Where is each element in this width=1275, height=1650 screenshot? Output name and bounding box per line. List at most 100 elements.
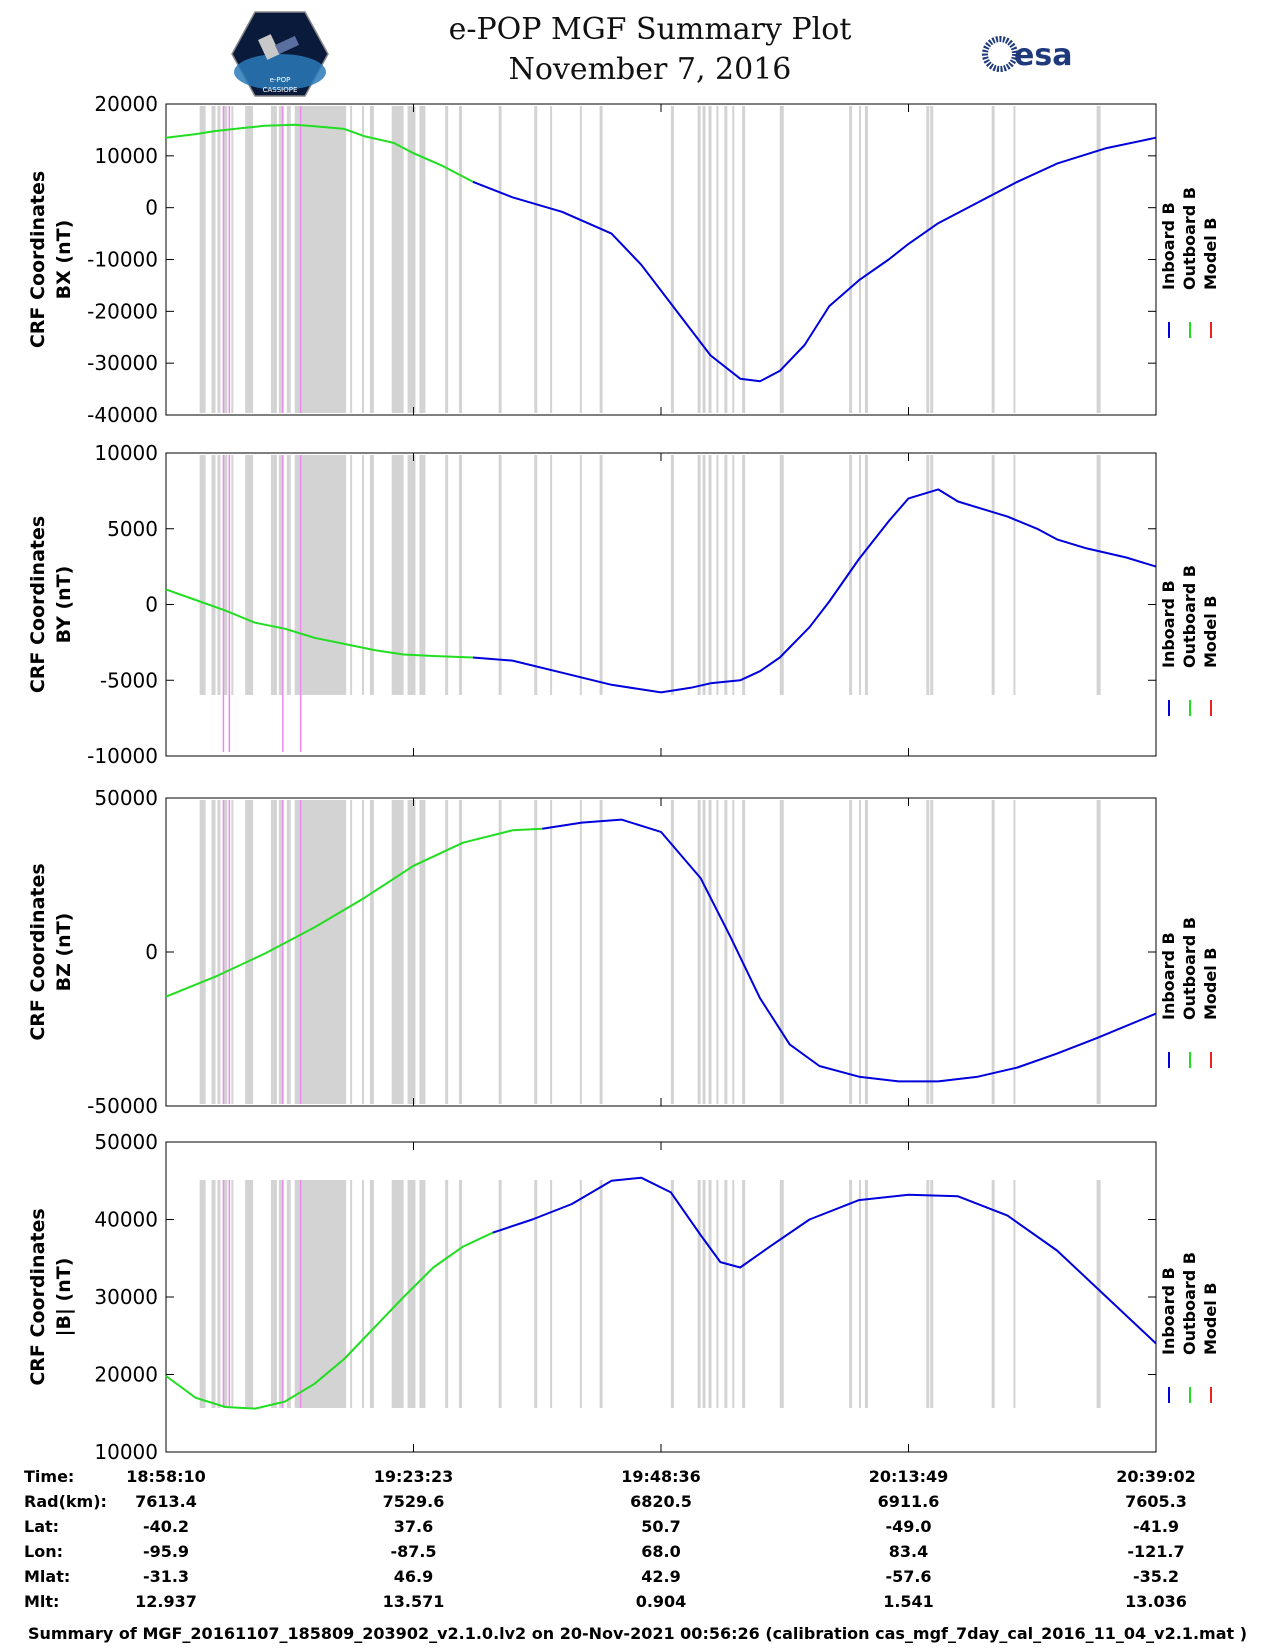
series-line-inboard-b xyxy=(472,488,1157,694)
y-tick-label: 10000 xyxy=(94,441,158,465)
ephemeris-cell: 37.6 xyxy=(393,1517,434,1536)
flag-band xyxy=(217,800,221,1104)
legend-label: Inboard B xyxy=(1159,1267,1178,1355)
flag-band xyxy=(550,455,553,695)
flag-band xyxy=(579,106,582,413)
flag-band xyxy=(991,455,995,695)
flag-band xyxy=(930,455,934,695)
panel-3: 50000 0 -50000 CRF Coordinates BZ (nT) Inboar… xyxy=(27,786,1220,1118)
flag-band xyxy=(926,1180,930,1408)
ephemeris-cell: 19:23:23 xyxy=(373,1467,454,1486)
legend-label: Outboard B xyxy=(1180,565,1199,668)
flag-band xyxy=(859,1180,861,1408)
flag-band xyxy=(350,1180,353,1408)
flag-band xyxy=(223,455,228,695)
ephemeris-cell: 42.9 xyxy=(641,1567,681,1586)
series-line-outboard-b xyxy=(165,588,473,659)
ephemeris-cell: -87.5 xyxy=(390,1542,437,1561)
y-tick-label: 40000 xyxy=(94,1208,158,1232)
series-line-outboard-b xyxy=(165,123,474,183)
flag-band xyxy=(697,1180,701,1408)
flag-band xyxy=(498,455,502,695)
ephemeris-cell: -121.7 xyxy=(1127,1542,1185,1561)
flag-band xyxy=(278,800,283,1104)
ephemeris-cell: 0.904 xyxy=(635,1592,687,1611)
flag-band xyxy=(294,106,347,413)
flag-band xyxy=(407,455,416,695)
flag-band xyxy=(391,1180,404,1408)
flag-band xyxy=(779,455,784,695)
flag-band xyxy=(459,800,463,1104)
y-axis-label-line2: BY (nT) xyxy=(53,566,75,644)
flag-band xyxy=(286,1180,291,1408)
flag-band xyxy=(724,800,728,1104)
flag-band xyxy=(724,106,728,413)
esa-logo-text: esa xyxy=(1014,38,1072,73)
legend-label: Outboard B xyxy=(1180,187,1199,290)
flag-band xyxy=(1096,106,1101,413)
flag-band xyxy=(550,1180,553,1408)
flag-band xyxy=(732,455,735,695)
ephemeris-cell: -57.6 xyxy=(885,1567,932,1586)
flag-band xyxy=(991,106,995,413)
ephemeris-cell: 83.4 xyxy=(888,1542,929,1561)
flag-band xyxy=(742,800,746,1104)
flag-band xyxy=(1013,106,1016,413)
flag-band xyxy=(550,106,553,413)
legend-label: Model B xyxy=(1201,948,1220,1020)
y-tick-label: 10000 xyxy=(94,144,158,168)
ephemeris-row-label: Mlt: xyxy=(24,1592,60,1611)
flag-band xyxy=(498,800,502,1104)
panel-1: 20000 10000 0 -10000 -20000 -30000 -40000 CRF C… xyxy=(27,92,1220,427)
legend-label: Inboard B xyxy=(1159,932,1178,1020)
flag-band xyxy=(419,106,426,413)
ephemeris-row-label: Lon: xyxy=(24,1542,63,1561)
ephemeris-cell: -35.2 xyxy=(1132,1567,1180,1586)
ephemeris-cell: 7605.3 xyxy=(1125,1492,1187,1511)
flag-band xyxy=(391,106,404,413)
flag-band xyxy=(362,455,364,695)
series-line-inboard-b xyxy=(472,136,1157,383)
y-axis-label-line1: CRF Coordinates xyxy=(27,863,49,1040)
ephemeris-row-label: Mlat: xyxy=(24,1567,71,1586)
y-tick-label: -5000 xyxy=(100,668,158,692)
flag-band xyxy=(991,800,995,1104)
flag-band xyxy=(599,106,603,413)
flag-band xyxy=(724,455,728,695)
flag-band xyxy=(245,455,254,695)
panel-4: 50000 40000 30000 20000 10000 CRF Coordinates… xyxy=(27,1130,1220,1464)
flag-band xyxy=(1013,800,1016,1104)
flag-band xyxy=(534,455,538,695)
flag-band xyxy=(199,800,206,1104)
flag-band xyxy=(407,1180,416,1408)
flag-band xyxy=(286,800,291,1104)
flag-band xyxy=(534,106,538,413)
flag-band xyxy=(742,1180,746,1408)
flag-band xyxy=(670,1180,674,1408)
flag-band xyxy=(459,106,463,413)
flag-band xyxy=(278,455,283,695)
flag-band xyxy=(211,1180,216,1408)
flag-band xyxy=(1096,1180,1101,1408)
flag-band xyxy=(930,1180,934,1408)
flag-band xyxy=(270,800,277,1104)
flag-band xyxy=(459,1180,463,1408)
flag-band xyxy=(419,455,426,695)
legend-label: Model B xyxy=(1201,1283,1220,1355)
flag-band xyxy=(362,1180,364,1408)
flag-band xyxy=(199,455,206,695)
flag-band xyxy=(716,1180,719,1408)
ephemeris-cell: 12.937 xyxy=(135,1592,197,1611)
flag-band xyxy=(350,455,353,695)
cassiope-logo-text: CASSIOPE xyxy=(263,86,298,94)
flag-band xyxy=(223,1180,228,1408)
flag-band xyxy=(930,800,934,1104)
y-tick-label: -50000 xyxy=(87,1094,158,1118)
flag-band xyxy=(599,1180,603,1408)
flag-band xyxy=(369,800,374,1104)
y-axis-label-line2: BX (nT) xyxy=(53,220,75,300)
flag-band xyxy=(697,800,701,1104)
ephemeris-row-label: Rad(km): xyxy=(24,1492,107,1511)
flag-band xyxy=(579,800,582,1104)
y-tick-label: -10000 xyxy=(87,744,158,768)
